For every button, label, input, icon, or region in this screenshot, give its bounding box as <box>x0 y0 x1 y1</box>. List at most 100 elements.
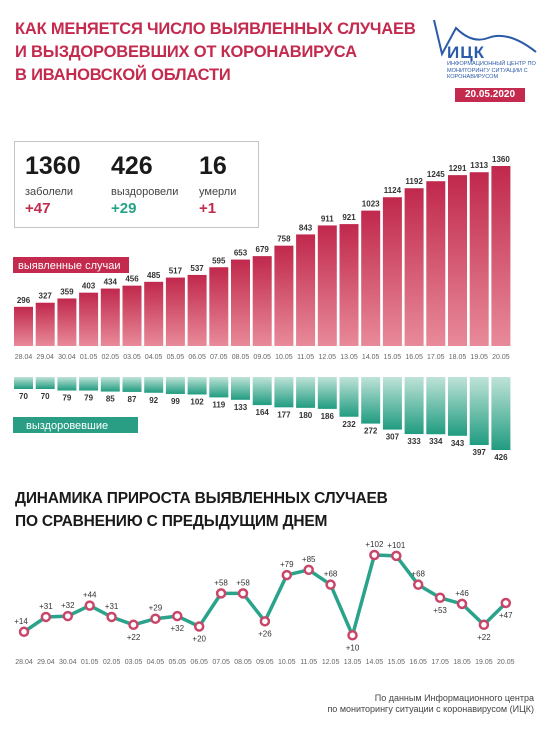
case-value-label: 1023 <box>362 200 380 209</box>
growth-value-label: +29 <box>149 604 163 613</box>
recovered-value-label: 426 <box>494 453 508 462</box>
growth-point <box>303 564 314 576</box>
case-value-label: 653 <box>234 249 248 258</box>
growth-date-tick-label: 01.05 <box>81 659 99 666</box>
growth-point <box>215 588 227 599</box>
growth-date-tick-label: 04.05 <box>147 659 165 666</box>
date-tick-label: 03.05 <box>123 354 141 361</box>
stat-infected-value: 1360 <box>25 152 81 180</box>
recovered-value-label: 87 <box>128 395 137 404</box>
recovered-value-label: 307 <box>386 433 400 442</box>
growth-point <box>500 597 512 609</box>
date-tick-label: 04.05 <box>145 354 163 361</box>
recovered-value-label: 272 <box>364 427 378 436</box>
growth-value-label: +31 <box>105 602 119 611</box>
growth-date-tick-label: 15.05 <box>388 659 406 666</box>
recovered-value-label: 119 <box>212 400 225 409</box>
date-tick-label: 16.05 <box>405 354 423 361</box>
growth-value-label: +101 <box>387 541 406 550</box>
date-tick-label: 29.04 <box>36 354 54 361</box>
recovered-bar <box>404 377 424 435</box>
title-line-1: Как меняется число выявленных случаев <box>15 20 416 38</box>
recovered-bar <box>231 377 250 400</box>
date-tick-label: 19.05 <box>470 354 488 361</box>
case-value-label: 1124 <box>384 186 402 195</box>
page-title: Как меняется число выявленных случаев и … <box>15 18 416 87</box>
case-bar <box>426 181 446 346</box>
growth-point <box>237 588 249 599</box>
growth-date-tick-label: 02.05 <box>103 659 121 666</box>
growth-value-label: +26 <box>258 629 272 638</box>
date-tick-label: 17.05 <box>427 354 445 361</box>
case-bar <box>122 285 142 346</box>
recovered-bar <box>339 377 359 417</box>
date-tick-label: 01.05 <box>80 354 98 361</box>
stat-recovered-label: выздоровели <box>111 186 179 198</box>
case-value-label: 595 <box>212 256 226 265</box>
case-bar <box>231 259 250 346</box>
growth-date-tick-label: 14.05 <box>366 659 384 666</box>
recovered-value-label: 70 <box>41 392 50 401</box>
case-value-label: 456 <box>125 275 139 284</box>
title-line-2: и выздоровевших от коронавируса <box>15 43 357 61</box>
growth-date-tick-label: 07.05 <box>212 659 230 666</box>
date-tick-label: 13.05 <box>340 354 358 361</box>
case-bar <box>57 298 77 346</box>
case-bar <box>448 175 467 346</box>
case-bar <box>14 306 33 346</box>
logo-subtitle: Информационный центр по мониторингу ситу… <box>447 61 536 81</box>
growth-date-tick-label: 06.05 <box>190 659 208 666</box>
growth-point <box>193 621 205 632</box>
growth-point <box>434 592 446 604</box>
recovered-bar <box>469 377 489 446</box>
recovered-bar <box>79 377 99 391</box>
recovered-bar <box>274 377 294 408</box>
recovered-value-label: 333 <box>407 437 421 446</box>
case-value-label: 679 <box>256 245 270 254</box>
case-value-label: 517 <box>169 267 183 276</box>
source-line-1: По данным Информационного центра <box>374 693 534 703</box>
recovered-value-label: 85 <box>106 395 115 404</box>
case-value-label: 403 <box>82 282 96 291</box>
growth-date-tick-label: 10.05 <box>278 659 296 666</box>
recovered-bar <box>426 377 446 435</box>
recovered-value-label: 232 <box>342 420 356 429</box>
date-tick-label: 15.05 <box>384 354 402 361</box>
source-line-2: по мониторингу ситуации с коронавирусом … <box>327 704 534 714</box>
case-value-label: 434 <box>104 278 118 287</box>
growth-date-tick-label: 29.04 <box>37 659 55 666</box>
date-tick-label: 08.05 <box>232 354 250 361</box>
stat-infected-label: заболели <box>25 186 74 198</box>
date-tick-label: 05.05 <box>167 354 185 361</box>
case-bar <box>296 234 316 346</box>
case-bar <box>317 225 337 346</box>
case-value-label: 1192 <box>405 177 423 186</box>
growth-point <box>62 610 74 622</box>
growth-value-label: +53 <box>433 606 447 615</box>
stat-deaths-increment: +1 <box>199 200 217 217</box>
source-note: По данным Информационного центра по мони… <box>327 693 534 715</box>
case-bar <box>100 288 120 346</box>
recovered-value-label: 177 <box>277 410 291 419</box>
stat-recovered-increment: +29 <box>111 200 137 217</box>
recovered-value-label: 343 <box>451 439 465 448</box>
case-value-label: 296 <box>17 296 31 305</box>
recovered-value-label: 79 <box>62 394 71 403</box>
recovered-bar <box>252 377 272 406</box>
recovered-value-label: 70 <box>19 392 28 401</box>
recovered-bar <box>144 377 164 393</box>
recovered-bar <box>57 377 77 391</box>
stat-deaths-value: 16 <box>199 152 227 180</box>
case-bar <box>252 256 272 346</box>
growth-date-tick-label: 08.05 <box>234 659 252 666</box>
recovered-bar <box>165 377 185 394</box>
growth-value-label: +10 <box>346 643 360 652</box>
growth-date-tick-label: 12.05 <box>322 659 340 666</box>
growth-value-label: +32 <box>171 624 185 633</box>
legend-recovered-label: выздоровевшие <box>26 420 108 432</box>
recovered-bar <box>382 377 402 430</box>
case-value-label: 1360 <box>492 155 510 164</box>
growth-point <box>172 610 183 622</box>
